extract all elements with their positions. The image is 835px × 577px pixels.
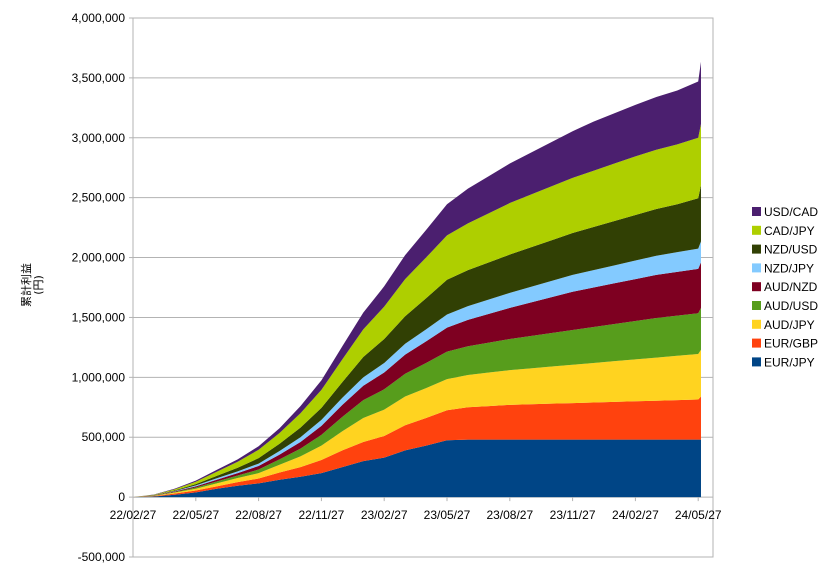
legend-label: USD/CAD bbox=[764, 205, 818, 219]
legend-label: CAD/JPY bbox=[764, 224, 815, 238]
legend-swatch bbox=[752, 301, 761, 310]
x-tick-label: 24/02/27 bbox=[612, 508, 659, 522]
legend-swatch bbox=[752, 319, 761, 329]
area-aud-usd bbox=[133, 307, 701, 498]
legend-label: AUD/USD bbox=[764, 299, 818, 313]
series-areas bbox=[133, 61, 701, 498]
area-eur-jpy bbox=[133, 439, 701, 498]
y-axis-label-line2: (円) bbox=[32, 275, 45, 295]
legend-label: AUD/JPY bbox=[764, 318, 815, 332]
y-axis-label-line1: 累計利益 bbox=[19, 263, 33, 307]
legend-swatch bbox=[752, 338, 761, 348]
area-nzd-usd bbox=[133, 185, 701, 498]
x-tick-label: 24/05/27 bbox=[675, 508, 722, 522]
legend: USD/CAD CAD/JPY NZD/USD NZD/JPY AUD/NZD AUD/U… bbox=[752, 205, 818, 369]
x-tick-label: 22/08/27 bbox=[235, 508, 282, 522]
plot-border bbox=[132, 17, 714, 558]
x-tick-label: 22/02/27 bbox=[110, 508, 157, 522]
area-usd-cad bbox=[133, 61, 701, 498]
y-tick-labels: -500,000 0 500,000 1,000,000 1,500,000 2,000,… bbox=[72, 11, 133, 564]
x-tick-label: 23/08/27 bbox=[486, 508, 533, 522]
area-aud-nzd bbox=[133, 262, 701, 498]
y-tick-label: 3,000,000 bbox=[72, 131, 126, 145]
legend-swatch bbox=[752, 244, 761, 254]
y-tick-label: 4,000,000 bbox=[72, 11, 126, 25]
legend-swatch bbox=[752, 225, 761, 235]
x-tick-label: 23/02/27 bbox=[361, 508, 408, 522]
legend-swatch bbox=[752, 207, 761, 216]
area-eur-gbp bbox=[133, 396, 701, 498]
legend-label: AUD/NZD bbox=[764, 280, 818, 294]
area-nzd-jpy bbox=[133, 241, 701, 498]
x-tick-label: 22/05/27 bbox=[172, 508, 219, 522]
legend-swatch bbox=[752, 357, 761, 367]
y-tick-label: 3,500,000 bbox=[72, 71, 126, 85]
area-cad-jpy bbox=[133, 124, 701, 498]
legend-swatch bbox=[752, 263, 761, 273]
y-tick-label: -500,000 bbox=[78, 550, 126, 564]
y-tick-label: 2,500,000 bbox=[72, 191, 126, 205]
area-aud-jpy bbox=[133, 349, 701, 498]
y-tick-label: 1,500,000 bbox=[72, 310, 126, 324]
y-tick-label: 1,000,000 bbox=[72, 370, 126, 384]
y-tick-label: 0 bbox=[118, 490, 125, 504]
y-tick-label: 2,000,000 bbox=[72, 251, 126, 265]
legend-swatch bbox=[752, 282, 761, 292]
x-tick-labels: 22/02/27 22/05/27 22/08/27 22/11/27 23/02/27… bbox=[110, 497, 722, 522]
legend-label: NZD/USD bbox=[764, 243, 818, 257]
legend-label: EUR/JPY bbox=[764, 355, 815, 369]
x-tick-label: 23/11/27 bbox=[550, 508, 596, 522]
legend-label: EUR/GBP bbox=[764, 337, 818, 351]
plot-frame bbox=[132, 17, 714, 558]
x-tick-label: 22/11/27 bbox=[298, 508, 344, 522]
y-tick-label: 500,000 bbox=[82, 430, 126, 444]
legend-label: NZD/JPY bbox=[764, 261, 814, 275]
x-tick-label: 23/05/27 bbox=[424, 508, 471, 522]
